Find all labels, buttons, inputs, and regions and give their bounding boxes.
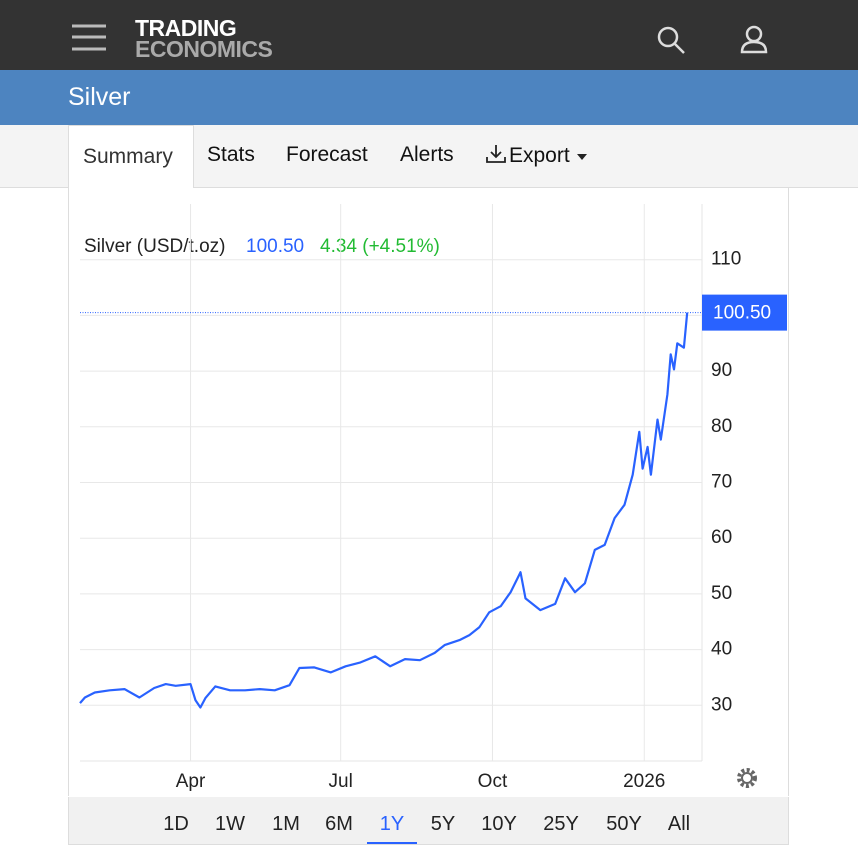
tab[interactable]: Forecast (286, 143, 368, 166)
chart-panel (68, 188, 789, 796)
tabs: Summary Stats Forecast Alerts Export (0, 125, 858, 188)
range-button[interactable]: 50Y (606, 813, 642, 835)
range-button[interactable]: 1D (163, 813, 189, 835)
tab[interactable]: Alerts (400, 143, 454, 166)
page-title: Silver (68, 83, 131, 111)
tab[interactable]: Summary (68, 125, 194, 188)
search-icon[interactable] (657, 26, 687, 56)
range-bar: 1D 1W 1M 6M 1Y 5Y 10Y 25Y 50Y All (68, 797, 789, 845)
range-button[interactable]: 5Y (430, 813, 456, 835)
range-button[interactable]: 1W (215, 813, 245, 835)
caret (576, 154, 587, 160)
top-bar: TRADING ECONOMICS (0, 0, 858, 70)
range-button[interactable]: 10Y (481, 813, 517, 835)
tab[interactable]: Stats (207, 143, 255, 166)
download-icon (486, 145, 506, 163)
tab-label: Summary (83, 145, 173, 168)
tab-label: Export (509, 144, 570, 167)
menu-icon[interactable] (70, 24, 110, 54)
user-icon[interactable] (740, 25, 770, 55)
settings-icon[interactable] (734, 765, 760, 791)
range-button[interactable]: 25Y (543, 813, 579, 835)
tab[interactable]: Export (485, 143, 588, 168)
logo-top: TRADING (135, 15, 237, 41)
range-button[interactable]: All (667, 813, 691, 835)
range-button[interactable]: 1M (272, 813, 300, 835)
logo-bottom: ECONOMICS (135, 36, 273, 62)
title-bar: Silver (0, 70, 858, 125)
logo[interactable]: TRADING ECONOMICS (135, 15, 273, 62)
range-button[interactable]: 1Y (367, 813, 417, 844)
range-button[interactable]: 6M (325, 813, 353, 835)
